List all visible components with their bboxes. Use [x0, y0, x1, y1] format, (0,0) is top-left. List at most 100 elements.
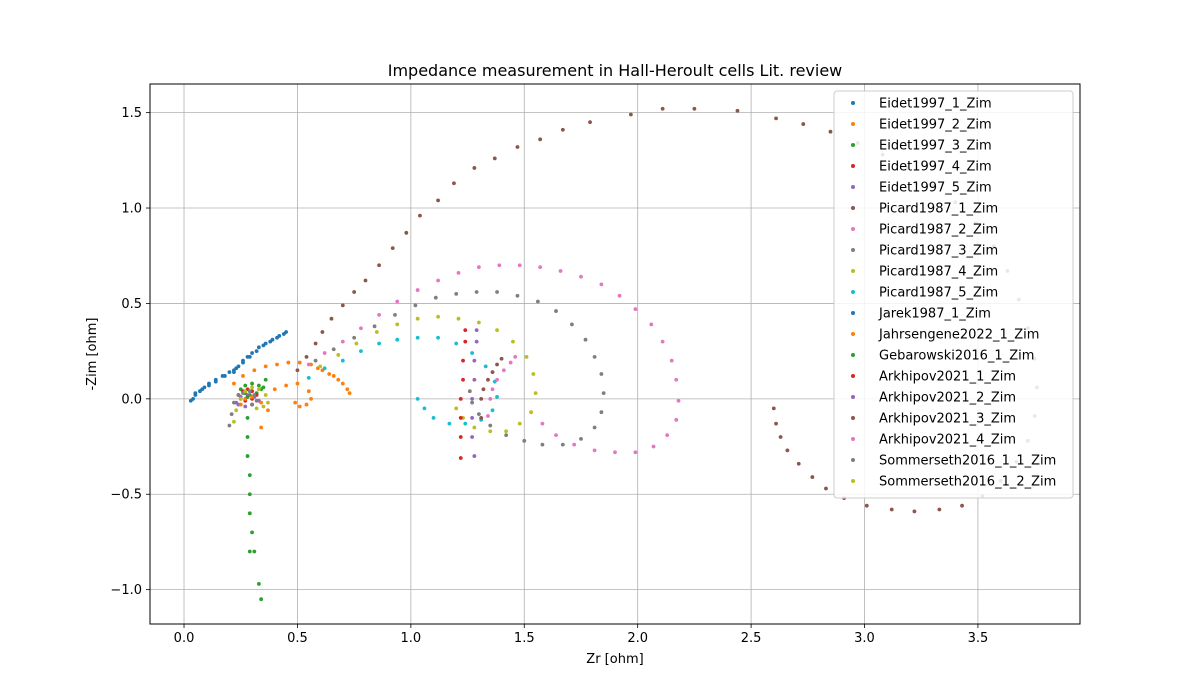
data-point: [592, 448, 597, 453]
data-point: [665, 433, 670, 437]
legend-marker: [851, 374, 855, 378]
data-point: [810, 475, 815, 479]
data-point: [200, 387, 205, 392]
data-point: [674, 377, 679, 382]
y-axis-label: -Zim [ohm]: [85, 317, 100, 390]
data-point: [588, 120, 592, 125]
data-point: [735, 108, 740, 113]
data-point: [284, 330, 288, 334]
data-point: [535, 299, 540, 304]
series-Gebarowski2016_1_Zim: [245, 395, 264, 602]
chart-title: Impedance measurement in Hall-Heroult ce…: [388, 61, 843, 80]
series-Eidet1997_1_Zim: [191, 330, 288, 401]
legend-marker: [851, 353, 855, 357]
data-point: [340, 358, 345, 363]
x-tick-label: 2.0: [627, 631, 648, 646]
data-point: [824, 486, 828, 491]
data-point: [474, 290, 479, 294]
data-point: [470, 396, 474, 401]
data-point: [477, 265, 481, 270]
legend: Eidet1997_1_Zim Eidet1997_2_Zim Eidet1997_…: [833, 90, 1074, 499]
legend-marker: [851, 332, 855, 336]
y-tick-label: 0.0: [121, 392, 142, 407]
data-point: [560, 127, 565, 132]
data-point: [660, 106, 665, 111]
plot-area-frame: [149, 83, 1081, 625]
data-point: [306, 389, 311, 394]
data-point: [272, 387, 277, 392]
data-point: [436, 278, 440, 283]
data-point: [470, 416, 474, 420]
data-point: [436, 198, 440, 203]
legend-item: Eidet1997_3_Zim: [851, 139, 992, 154]
series-Picard1987_3_Zim: [313, 290, 606, 447]
data-point: [359, 349, 363, 354]
legend-item: Picard1987_4_Zim: [851, 265, 998, 280]
data-point: [454, 291, 459, 296]
data-point: [472, 377, 477, 382]
legend-label: Arkhipov2021_1_Zim: [879, 370, 1016, 385]
data-point: [454, 406, 459, 411]
data-point: [377, 312, 381, 317]
data-point: [492, 156, 497, 161]
data-point: [554, 309, 558, 313]
data-point: [188, 398, 193, 403]
data-point: [774, 116, 778, 121]
legend-item: Sommerseth2016_1_1_Zim: [851, 454, 1056, 469]
data-point: [259, 425, 264, 430]
data-point: [454, 341, 459, 346]
legend-marker: [851, 227, 855, 231]
data-point: [247, 549, 252, 554]
data-point: [263, 341, 268, 346]
data-point: [554, 433, 558, 437]
data-point: [490, 387, 495, 392]
data-point: [232, 400, 236, 405]
data-point: [461, 377, 465, 382]
data-point: [628, 112, 633, 117]
data-point: [256, 345, 261, 350]
data-point: [229, 412, 234, 417]
data-point: [458, 416, 463, 420]
legend-item: Sommerseth2016_1_2_Zim: [851, 475, 1056, 490]
data-point: [327, 372, 332, 376]
data-point: [488, 429, 493, 434]
data-point: [669, 358, 674, 363]
data-point: [533, 391, 538, 396]
data-point: [540, 421, 545, 426]
legend-item: Arkhipov2021_3_Zim: [851, 412, 1016, 427]
legend-item: Eidet1997_4_Zim: [851, 160, 992, 175]
data-point: [481, 387, 486, 392]
series-Picard1987_5_Zim: [306, 335, 499, 426]
legend-label: Picard1987_2_Zim: [879, 223, 998, 238]
data-point: [828, 129, 833, 134]
data-point: [377, 263, 381, 268]
data-point: [232, 368, 236, 373]
data-point: [456, 316, 461, 321]
data-point: [250, 381, 254, 386]
data-point: [599, 372, 604, 376]
data-point: [331, 347, 336, 352]
data-point: [522, 438, 527, 443]
data-point: [313, 341, 318, 346]
data-point: [458, 456, 463, 460]
series-Arkhipov2021_2_Zim: [470, 328, 479, 458]
data-point: [960, 503, 964, 508]
legend-item: Eidet1997_1_Zim: [851, 97, 992, 112]
data-point: [463, 328, 468, 333]
data-point: [513, 354, 518, 359]
legend-item: Eidet1997_2_Zim: [851, 118, 992, 133]
data-point: [499, 356, 504, 361]
data-point: [413, 303, 418, 308]
data-point: [771, 406, 776, 411]
data-point: [651, 444, 656, 449]
data-point: [263, 364, 268, 369]
data-point: [243, 383, 248, 388]
data-point: [241, 358, 245, 363]
data-point: [583, 337, 588, 342]
data-point: [436, 314, 440, 319]
data-point: [433, 295, 438, 300]
data-point: [252, 368, 257, 373]
x-tick-label: 3.0: [854, 631, 875, 646]
data-point: [472, 166, 477, 170]
data-point: [222, 374, 227, 378]
